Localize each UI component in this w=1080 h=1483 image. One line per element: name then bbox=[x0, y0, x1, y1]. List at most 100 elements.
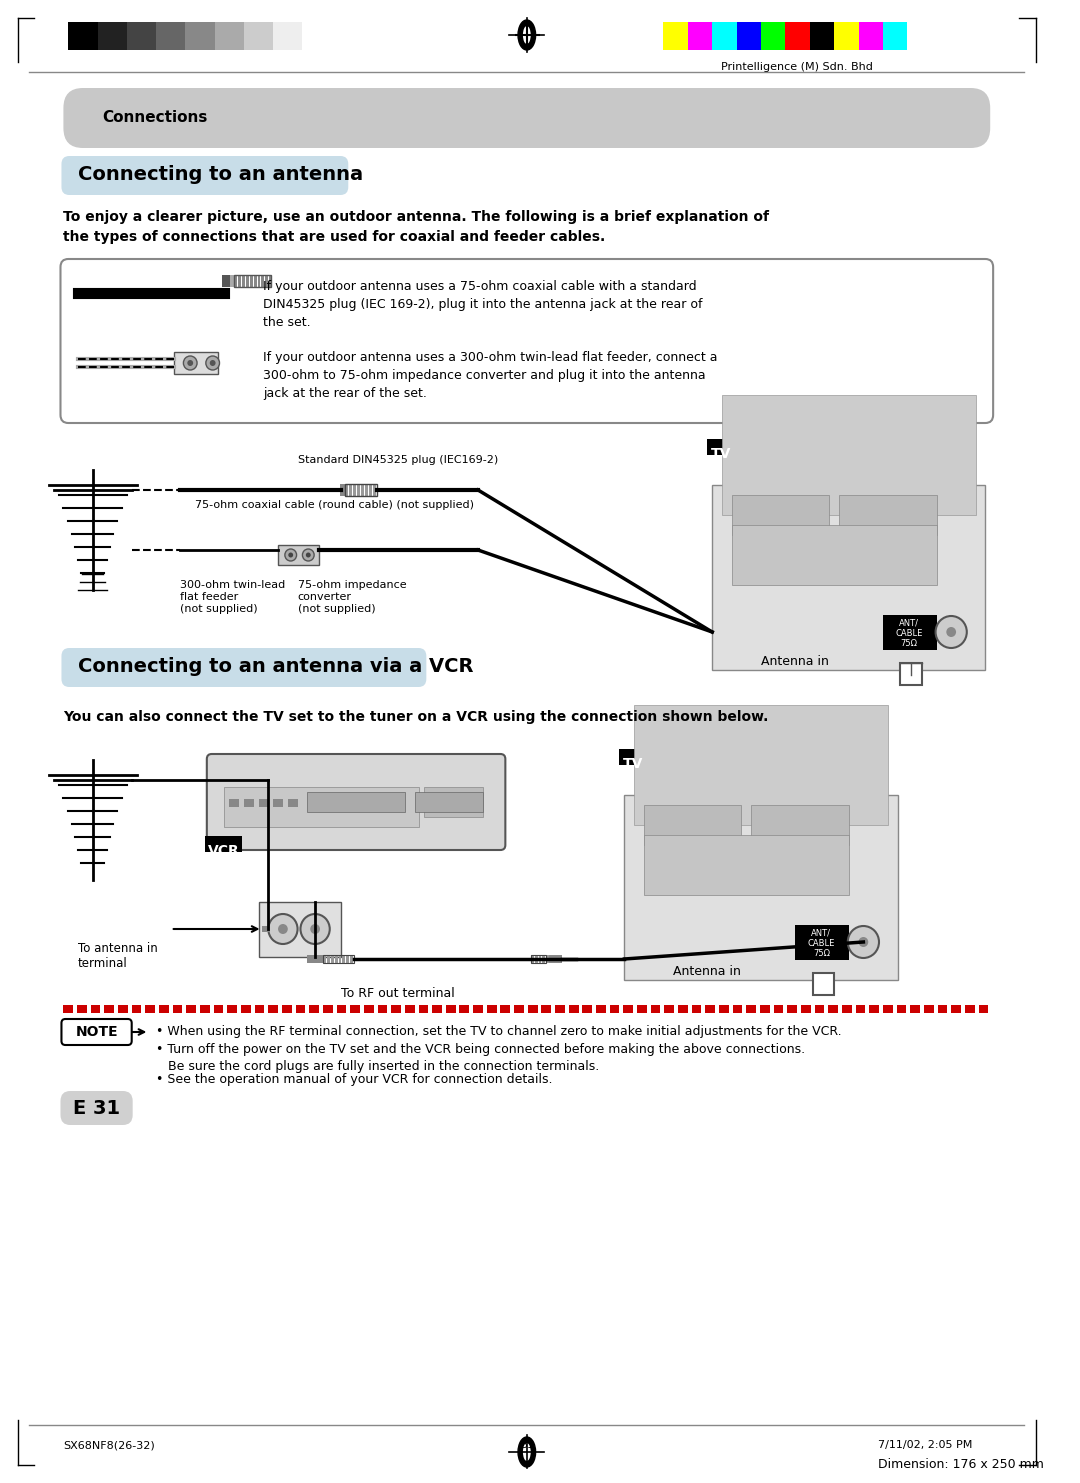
Bar bbox=[373, 483, 376, 495]
Bar bbox=[249, 274, 253, 288]
Bar bbox=[258, 799, 268, 807]
Text: TV: TV bbox=[711, 446, 731, 461]
Bar bbox=[663, 22, 688, 50]
Circle shape bbox=[848, 925, 879, 958]
Circle shape bbox=[306, 553, 311, 558]
Text: You can also connect the TV set to the tuner on a VCR using the connection shown: You can also connect the TV set to the t… bbox=[64, 710, 769, 724]
Bar bbox=[610, 1005, 620, 1013]
Bar bbox=[242, 274, 245, 288]
Bar bbox=[261, 274, 265, 288]
Bar bbox=[346, 483, 377, 495]
FancyBboxPatch shape bbox=[62, 1019, 132, 1046]
Bar bbox=[337, 1005, 347, 1013]
Text: Antenna in: Antenna in bbox=[761, 655, 828, 667]
Bar bbox=[234, 274, 238, 288]
Bar bbox=[637, 1005, 647, 1013]
Bar bbox=[229, 799, 239, 807]
Bar bbox=[644, 835, 849, 896]
Bar bbox=[651, 1005, 661, 1013]
Bar bbox=[214, 1005, 224, 1013]
Text: 31: 31 bbox=[519, 1440, 534, 1450]
Ellipse shape bbox=[523, 27, 530, 44]
Circle shape bbox=[300, 914, 329, 945]
Bar bbox=[882, 22, 907, 50]
Bar bbox=[705, 1005, 715, 1013]
Ellipse shape bbox=[518, 19, 536, 50]
Bar bbox=[596, 1005, 606, 1013]
Bar bbox=[719, 1005, 729, 1013]
Bar bbox=[91, 1005, 100, 1013]
Bar bbox=[246, 274, 248, 288]
Bar bbox=[230, 274, 234, 288]
Bar bbox=[278, 544, 319, 565]
Bar bbox=[839, 495, 936, 535]
Bar bbox=[330, 955, 334, 962]
Text: 7/11/02, 2:05 PM: 7/11/02, 2:05 PM bbox=[878, 1440, 972, 1450]
Text: • When using the RF terminal connection, set the TV to channel zero to make init: • When using the RF terminal connection,… bbox=[157, 1025, 841, 1038]
Bar bbox=[737, 22, 761, 50]
Text: Connecting to an antenna via a VCR: Connecting to an antenna via a VCR bbox=[78, 657, 473, 676]
Bar bbox=[64, 1005, 73, 1013]
Bar bbox=[731, 525, 936, 584]
Bar bbox=[105, 1005, 114, 1013]
Bar bbox=[225, 787, 419, 828]
Bar bbox=[691, 1005, 701, 1013]
Bar bbox=[157, 22, 186, 50]
Bar bbox=[269, 274, 272, 288]
Bar bbox=[801, 1005, 811, 1013]
Bar bbox=[68, 22, 97, 50]
Bar bbox=[624, 795, 897, 980]
Bar bbox=[273, 22, 302, 50]
Bar bbox=[546, 955, 550, 962]
Bar bbox=[361, 483, 364, 495]
Text: To RF out terminal: To RF out terminal bbox=[341, 988, 455, 1000]
Bar bbox=[309, 1005, 319, 1013]
Bar bbox=[459, 1005, 469, 1013]
Bar bbox=[834, 22, 859, 50]
Circle shape bbox=[285, 549, 297, 561]
Text: ANT/
CABLE
75Ω: ANT/ CABLE 75Ω bbox=[808, 928, 835, 958]
Bar bbox=[335, 955, 338, 962]
Bar bbox=[368, 483, 372, 495]
FancyBboxPatch shape bbox=[64, 87, 990, 148]
Bar bbox=[419, 1005, 429, 1013]
FancyBboxPatch shape bbox=[62, 156, 348, 194]
Bar bbox=[810, 22, 834, 50]
Text: flat feeder: flat feeder bbox=[180, 592, 239, 602]
Circle shape bbox=[288, 553, 293, 558]
FancyBboxPatch shape bbox=[62, 648, 427, 687]
Text: NOTE: NOTE bbox=[77, 1025, 119, 1040]
Bar bbox=[357, 483, 360, 495]
Bar bbox=[308, 955, 323, 962]
Circle shape bbox=[310, 924, 320, 934]
Bar bbox=[828, 1005, 838, 1013]
Text: converter: converter bbox=[298, 592, 352, 602]
Bar bbox=[500, 1005, 510, 1013]
Bar bbox=[174, 351, 217, 374]
Text: Connecting to an antenna: Connecting to an antenna bbox=[78, 166, 363, 184]
Bar bbox=[620, 749, 647, 765]
Bar bbox=[746, 1005, 756, 1013]
Bar bbox=[244, 799, 254, 807]
Bar bbox=[937, 1005, 947, 1013]
Circle shape bbox=[278, 924, 287, 934]
Bar bbox=[882, 1005, 893, 1013]
Bar bbox=[535, 955, 538, 962]
Bar bbox=[446, 1005, 456, 1013]
Bar bbox=[268, 1005, 278, 1013]
Bar bbox=[978, 1005, 988, 1013]
Bar bbox=[327, 955, 329, 962]
Bar bbox=[241, 1005, 251, 1013]
Bar bbox=[282, 1005, 292, 1013]
Bar bbox=[132, 1005, 141, 1013]
Text: (not supplied): (not supplied) bbox=[298, 604, 375, 614]
Text: To enjoy a clearer picture, use an outdoor antenna. The following is a brief exp: To enjoy a clearer picture, use an outdo… bbox=[64, 211, 769, 243]
Bar bbox=[951, 1005, 961, 1013]
Bar bbox=[569, 1005, 579, 1013]
Bar bbox=[731, 495, 829, 535]
Text: 300-ohm twin-lead: 300-ohm twin-lead bbox=[180, 580, 286, 590]
Bar bbox=[391, 1005, 401, 1013]
Bar bbox=[901, 663, 922, 685]
Bar bbox=[473, 1005, 483, 1013]
FancyBboxPatch shape bbox=[60, 260, 994, 423]
